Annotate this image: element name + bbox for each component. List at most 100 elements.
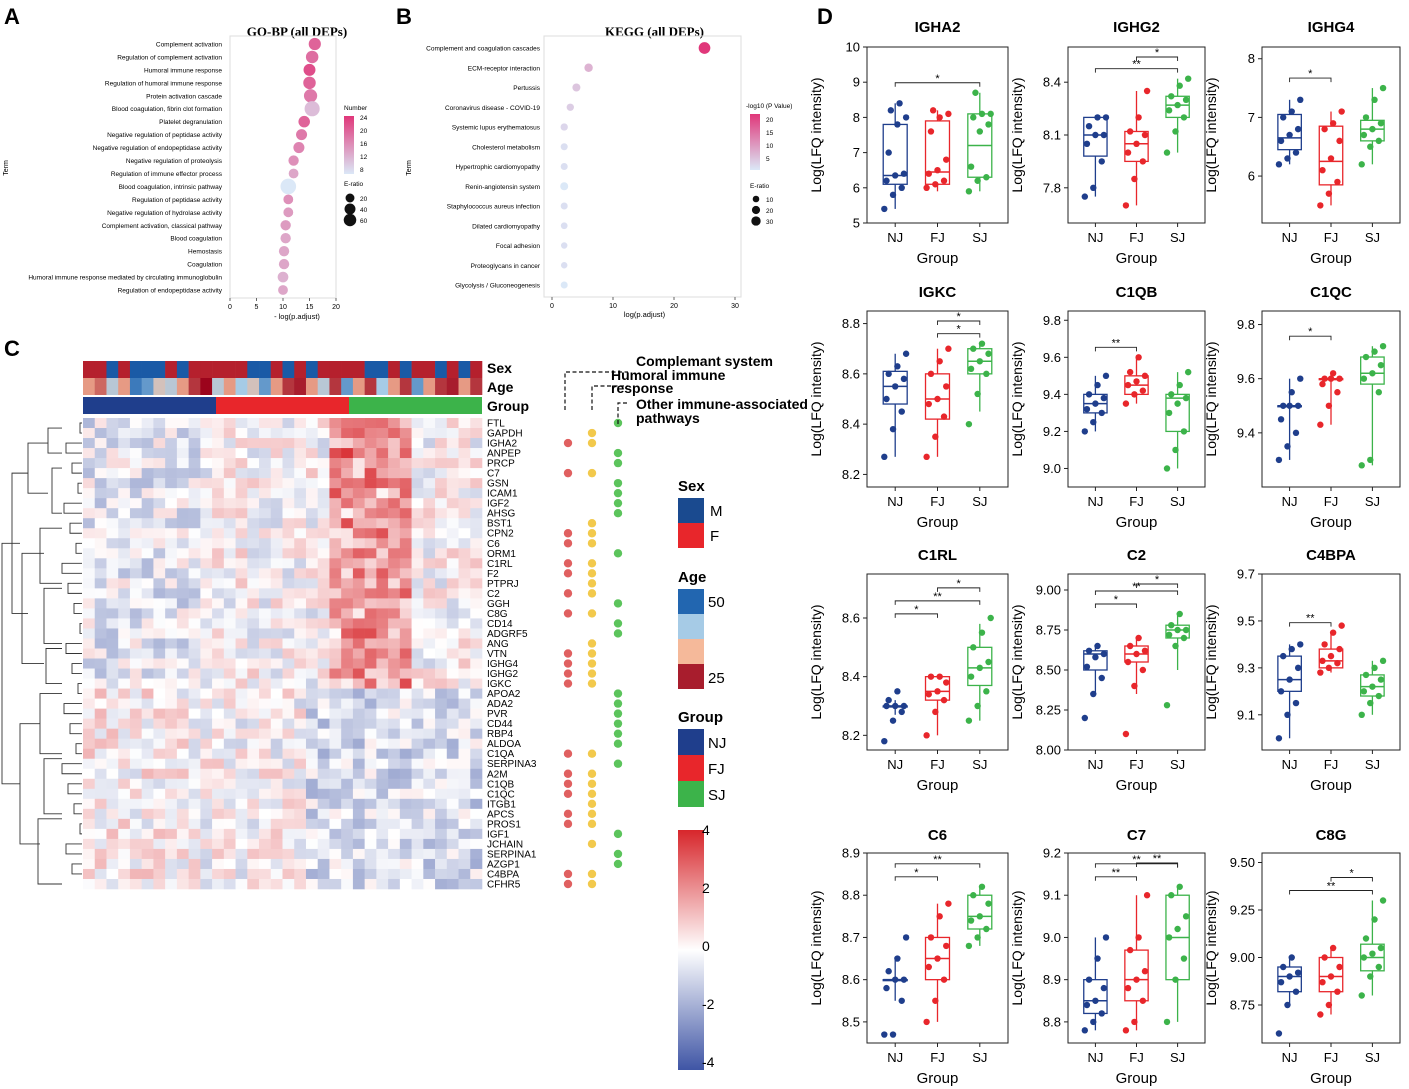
heatmap-cell xyxy=(83,818,96,830)
significance-label: * xyxy=(914,604,919,616)
heatmap-cell xyxy=(247,658,260,669)
dendrogram-branch xyxy=(71,663,82,674)
heatmap-cell xyxy=(223,838,236,850)
heatmap-cell xyxy=(341,548,354,559)
boxplot-point xyxy=(1135,354,1142,361)
other-pathway-dot xyxy=(613,448,623,458)
heatmap-cell xyxy=(141,418,154,429)
boxplot-xtick-label: FJ xyxy=(1129,757,1143,772)
heatmap-cell xyxy=(259,658,272,669)
dendrogram-branch xyxy=(75,743,82,755)
heatmap-cell xyxy=(247,758,260,770)
boxplot-point xyxy=(902,934,910,941)
boxplot-point xyxy=(1379,897,1387,904)
heatmap-gene-label: AZGP1 xyxy=(487,859,520,870)
heatmap-cell xyxy=(341,868,354,880)
significance-bracket xyxy=(1289,890,1373,895)
heatmap-cell xyxy=(317,748,330,760)
heatmap-cell xyxy=(200,748,213,760)
heatmap-cell xyxy=(282,718,295,729)
heatmap-cell xyxy=(129,728,142,739)
heatmap-cell xyxy=(212,698,225,709)
heatmap-cell xyxy=(141,438,154,449)
heatmap-cell xyxy=(435,438,448,449)
kegg-point xyxy=(560,262,568,269)
heatmap-cell xyxy=(458,558,471,569)
heatmap-cell xyxy=(141,758,154,770)
boxplot-point xyxy=(892,702,899,710)
heatmap-cell xyxy=(458,628,471,639)
heatmap-cell xyxy=(329,508,342,519)
heatmap-cell xyxy=(176,498,189,509)
heatmap-cell xyxy=(188,728,201,739)
heatmap-cell xyxy=(423,828,436,840)
heatmap-cell xyxy=(305,458,319,469)
heatmap-cell xyxy=(282,568,295,579)
heatmap-gene-label: CD44 xyxy=(487,719,513,730)
heatmap-cell xyxy=(376,458,389,469)
heatmap-cell xyxy=(435,508,448,519)
go-bp-size-key xyxy=(345,193,355,203)
heatmap-cell xyxy=(129,798,142,810)
heatmap-cell xyxy=(129,488,142,499)
heatmap-cell xyxy=(129,568,142,579)
heatmap-cell xyxy=(364,858,377,870)
heatmap-cell xyxy=(153,718,166,729)
heatmap-cell xyxy=(259,838,272,850)
heatmap-cell xyxy=(470,538,483,549)
heatmap-cell xyxy=(305,768,319,780)
heatmap-cell xyxy=(247,678,260,689)
heatmap-cell xyxy=(165,858,178,870)
heatmap-cell xyxy=(106,618,119,629)
heatmap-cell xyxy=(270,668,283,679)
heatmap-cell xyxy=(305,538,319,549)
heatmap-cell xyxy=(247,748,260,760)
heatmap-cell xyxy=(352,828,365,840)
heatmap-cell xyxy=(106,798,119,810)
heatmap-cell xyxy=(165,578,178,589)
heatmap-cell xyxy=(153,638,166,649)
boxplot-point xyxy=(898,708,905,716)
heatmap-cell xyxy=(329,838,342,850)
heatmap-cell xyxy=(270,598,283,609)
heatmap-cell xyxy=(94,878,107,890)
heatmap-cell xyxy=(282,528,295,539)
heatmap-cell xyxy=(305,638,319,649)
heatmap-cell xyxy=(364,638,377,649)
heatmap-cell xyxy=(106,698,119,709)
heatmap-cell xyxy=(200,838,213,850)
boxplot-point xyxy=(1377,361,1385,369)
age-annotation-cell xyxy=(376,378,389,395)
humoral-pathway-dot xyxy=(587,519,597,528)
sex-annotation-cell xyxy=(411,361,424,378)
heatmap-gene-label: FTL xyxy=(487,419,505,430)
heatmap-cell xyxy=(200,878,213,890)
boxplot-point xyxy=(1288,645,1295,653)
boxplot-point xyxy=(1168,391,1175,398)
boxplot-xtick-label: SJ xyxy=(1365,757,1380,772)
heatmap-cell xyxy=(329,488,342,499)
heatmap-cell xyxy=(341,428,354,439)
heatmap-cell xyxy=(270,878,283,890)
heatmap-cell xyxy=(165,728,178,739)
heatmap-cell xyxy=(388,468,401,479)
heatmap-cell xyxy=(94,508,107,519)
heatmap-cell xyxy=(411,668,424,679)
age-annotation-cell xyxy=(118,378,131,395)
sex-annotation-cell xyxy=(106,361,119,378)
heatmap-cell xyxy=(153,668,166,679)
boxplot-point xyxy=(1135,934,1142,941)
heatmap-cell xyxy=(317,618,330,629)
heatmap-cell xyxy=(458,688,471,699)
boxplot-xtick-label: FJ xyxy=(930,230,944,245)
heatmap-cell xyxy=(376,868,389,880)
heatmap-cell xyxy=(388,438,401,449)
age-annotation-cell xyxy=(411,378,424,395)
heatmap-cell xyxy=(341,498,354,509)
heatmap-cell xyxy=(270,528,283,539)
heatmap-cell xyxy=(388,448,401,459)
heatmap-cell xyxy=(129,558,142,569)
boxplot-xtick-label: FJ xyxy=(1324,1050,1338,1065)
boxplot-point xyxy=(1379,657,1387,665)
heatmap-cell xyxy=(470,818,483,830)
